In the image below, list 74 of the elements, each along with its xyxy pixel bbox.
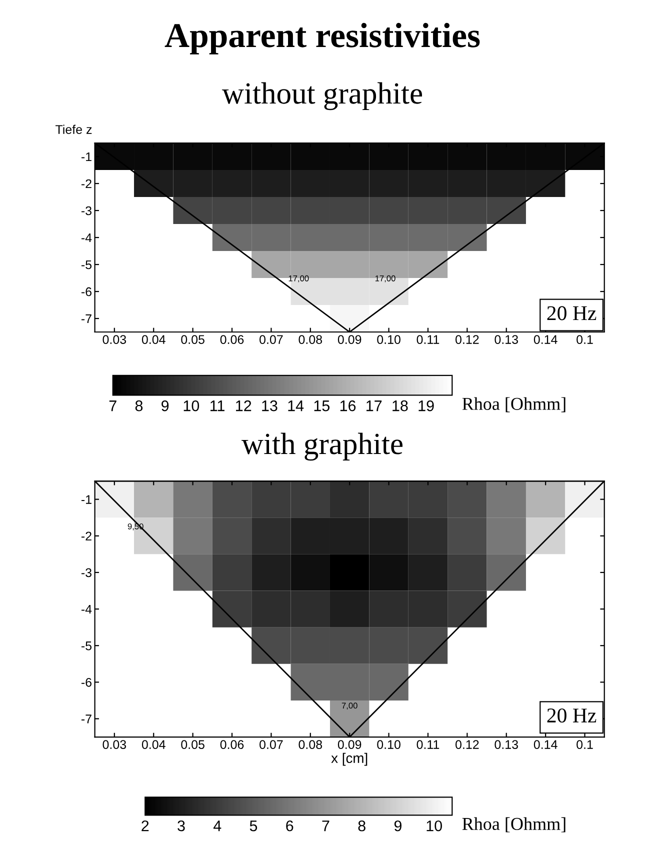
x-tick-label: 0.1 (576, 740, 593, 749)
y-tick-label: -6 (81, 678, 92, 687)
annotation: 17,00 (375, 275, 396, 282)
color-bar-label: 9 (394, 820, 402, 832)
y-tick-label: -7 (81, 714, 92, 724)
x-tick-label: 0.05 (181, 740, 204, 749)
color-bar-label: 16 (340, 400, 356, 412)
chart-title: with graphite (241, 432, 402, 461)
x-tick-label: 0.14 (534, 740, 558, 749)
x-tick-label: 0.1 (576, 335, 593, 344)
x-tick-label: 0.10 (377, 335, 400, 344)
y-tick-label: -1 (81, 495, 92, 504)
annotation: 20 Hz (547, 708, 596, 723)
x-tick-label: 0.10 (377, 740, 400, 749)
x-tick-label: 0.13 (494, 740, 518, 749)
annotation: 17,00 (288, 275, 309, 282)
color-bar-label: 12 (236, 400, 252, 412)
y-tick-label: -5 (81, 642, 92, 650)
x-tick-label: 0.03 (102, 740, 126, 749)
color-bar-label: 4 (213, 820, 222, 832)
x-tick-label: 0.13 (494, 335, 518, 344)
x-tick-label: 0.08 (298, 335, 322, 344)
color-bar-label: 9 (162, 400, 169, 412)
x-tick-label: 0.06 (220, 740, 244, 749)
x-tick-label: 0.09 (338, 740, 362, 749)
x-tick-label: 0.09 (338, 335, 362, 344)
x-tick-label: 0.06 (220, 335, 244, 344)
x-tick-label: 0.04 (142, 740, 166, 749)
color-bar-label: 10 (426, 820, 442, 832)
x-axis-title: x [cm] (331, 752, 368, 766)
y-tick-label: -3 (81, 568, 92, 578)
y-tick-label: -4 (81, 604, 92, 614)
color-bar-label: 11 (210, 400, 224, 412)
color-bar-label: 2 (142, 820, 149, 832)
color-bar-label: 19 (418, 400, 434, 412)
y-tick-label: -2 (81, 179, 92, 188)
color-bar-label: 10 (184, 400, 200, 412)
chart-title: Apparent resistivities (164, 22, 480, 54)
y-tick-label: -5 (81, 260, 92, 270)
x-tick-label: 0.11 (416, 740, 440, 749)
y-tick-label: -7 (81, 314, 92, 324)
color-bar-label: 14 (288, 400, 304, 412)
x-tick-label: 0.12 (456, 335, 479, 344)
x-tick-label: 0.07 (260, 740, 283, 749)
color-bar-label: 17 (366, 400, 382, 412)
x-tick-label: 0.05 (181, 335, 204, 344)
x-tick-label: 0.03 (102, 335, 126, 344)
y-axis-title: Tiefe z (56, 124, 92, 134)
color-bar-label: 13 (262, 400, 278, 412)
color-bar-label: 8 (358, 820, 366, 832)
y-tick-label: -4 (81, 233, 92, 242)
x-tick-label: 0.07 (260, 335, 283, 344)
annotation: 20 Hz (547, 306, 596, 320)
color-bar-label: 18 (392, 400, 408, 412)
chart-subtitle: without graphite (222, 82, 422, 110)
x-tick-label: 0.12 (456, 740, 479, 749)
x-tick-label: 0.14 (534, 335, 558, 344)
color-bar-label: 5 (250, 820, 258, 832)
x-tick-label: 0.08 (298, 740, 322, 749)
color-bar-title: Rhoa [Ohmm] (462, 817, 566, 832)
annotation: 7,00 (342, 702, 358, 710)
color-bar-label: 7 (109, 400, 116, 412)
y-tick-label: -2 (81, 532, 92, 540)
color-bar-label: 15 (314, 400, 330, 412)
x-tick-label: 0.04 (142, 335, 166, 344)
color-bar-title: Rhoa [Ohmm] (462, 397, 566, 412)
color-bar-label: 6 (286, 820, 294, 832)
x-tick-label: 0.11 (416, 335, 440, 344)
color-bar-label: 8 (135, 400, 143, 412)
y-tick-label: -1 (81, 152, 92, 162)
color-bar-label: 7 (322, 820, 330, 832)
color-bar-label: 3 (178, 820, 185, 832)
y-tick-label: -6 (81, 287, 92, 296)
y-tick-label: -3 (81, 206, 92, 216)
